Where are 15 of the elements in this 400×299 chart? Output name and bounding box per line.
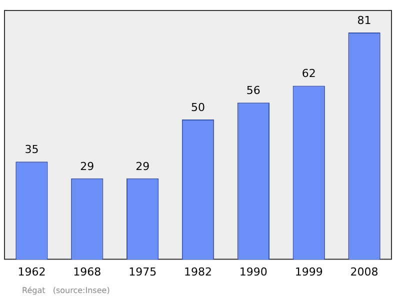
x-tick-label: 1975 bbox=[128, 265, 157, 278]
x-tick-label: 1968 bbox=[73, 265, 102, 278]
data-label: 56 bbox=[246, 84, 260, 97]
text: Régat (source:Insee) bbox=[22, 286, 110, 295]
data-label: 29 bbox=[80, 160, 94, 173]
x-tick-label: 1982 bbox=[184, 265, 212, 278]
data-label: 29 bbox=[136, 160, 150, 173]
x-tick-label: 2008 bbox=[350, 265, 378, 278]
data-label: 35 bbox=[24, 142, 39, 156]
data-label: 81 bbox=[357, 14, 372, 27]
x-tick-label: 1999 bbox=[294, 265, 323, 278]
data-label: 62 bbox=[302, 67, 316, 80]
data-label: 50 bbox=[191, 100, 205, 114]
x-tick-label: 1962 bbox=[18, 265, 46, 278]
x-tick-label: 1990 bbox=[239, 265, 268, 278]
